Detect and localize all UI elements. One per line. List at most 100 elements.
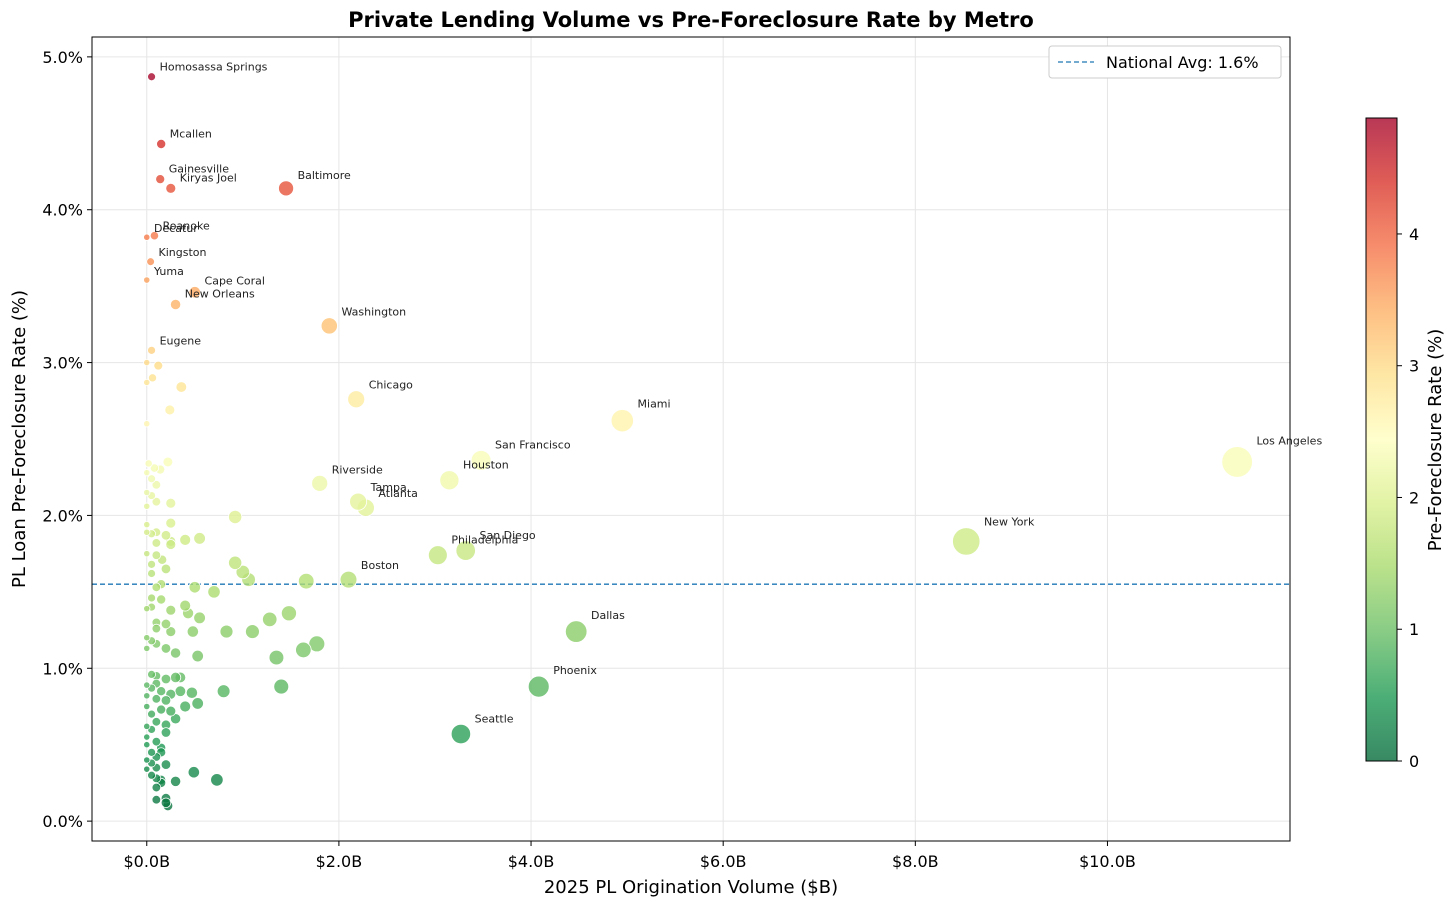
metro-point	[147, 569, 156, 578]
metro-point	[151, 480, 162, 490]
metro-point	[179, 534, 192, 546]
metro-point	[160, 797, 172, 808]
metro-label: Riverside	[332, 463, 383, 476]
metro-point	[151, 736, 162, 747]
metro-point-san-francisco	[470, 450, 492, 471]
metro-point	[143, 741, 151, 749]
metro-point	[143, 634, 151, 642]
colorbar-tick-label: 3	[1409, 357, 1419, 376]
x-axis-label: 2025 PL Origination Volume ($B)	[544, 877, 838, 898]
metro-label: Decatur	[154, 222, 198, 235]
metro-point	[295, 641, 312, 659]
metro-point-chicago	[347, 390, 366, 409]
metro-point-kingston	[146, 257, 155, 267]
metro-label: Seattle	[475, 712, 514, 725]
metro-label: Baltimore	[298, 169, 351, 182]
colorbar-tick-label: 2	[1409, 488, 1419, 507]
metro-label: Miami	[638, 397, 671, 410]
metro-point	[147, 709, 156, 719]
metro-point	[151, 694, 162, 704]
metro-point	[179, 599, 192, 612]
metro-point	[179, 700, 192, 713]
legend-box	[1048, 45, 1282, 79]
metro-label: Phoenix	[553, 664, 597, 677]
metro-point-cape-coral	[188, 286, 201, 299]
metro-label: Homosassa Springs	[160, 61, 268, 74]
x-tick-label: $0.0B	[123, 852, 170, 871]
metro-label: Tampa	[370, 481, 407, 494]
x-tick-label: $8.0B	[892, 852, 939, 871]
metro-point	[143, 502, 151, 510]
metro-label: Atlanta	[378, 487, 417, 500]
metro-label: San Diego	[479, 529, 535, 542]
metro-point	[160, 727, 172, 738]
metro-point	[160, 563, 172, 575]
metro-point	[262, 611, 278, 628]
metro-point	[143, 469, 151, 477]
metro-point-roanoke	[149, 231, 160, 241]
legend-label: National Avg: 1.6%	[1106, 53, 1259, 72]
metro-label: Boston	[361, 559, 399, 572]
metro-point	[151, 550, 162, 560]
colorbar-tick-label: 0	[1409, 752, 1419, 771]
metro-point	[165, 497, 177, 509]
metro-point-eugene	[147, 345, 156, 355]
metro-label: New Orleans	[185, 287, 255, 300]
metro-point	[143, 528, 151, 536]
plot-frame	[91, 36, 1291, 842]
x-axis-ticks: $0.0B $2.0B $4.0B $6.0B $8.0B $10.0B	[123, 841, 1136, 871]
metro-point	[151, 782, 162, 793]
metro-point	[151, 794, 162, 805]
metro-point	[151, 717, 162, 727]
metro-point	[228, 555, 243, 570]
metro-point	[160, 695, 172, 706]
metro-point-phoenix	[527, 675, 550, 698]
metro-point	[165, 705, 177, 717]
metro-point	[156, 704, 167, 715]
metro-point	[143, 378, 151, 387]
y-tick-label: 5.0%	[42, 48, 83, 67]
metro-point	[160, 673, 172, 685]
metro-point	[228, 509, 243, 525]
metro-point	[143, 520, 151, 529]
metro-point	[143, 733, 151, 741]
y-tick-label: 0.0%	[42, 812, 83, 831]
metro-point	[187, 766, 200, 779]
metro-label: Los Angeles	[1256, 435, 1322, 448]
metro-point	[151, 496, 162, 507]
metro-point	[219, 624, 234, 639]
metro-point	[147, 770, 156, 780]
metro-label: Gainesville	[169, 163, 229, 176]
metro-point	[160, 618, 172, 630]
metro-point	[165, 604, 177, 616]
colorbar-label: Pre-Foreclosure Rate (%)	[1425, 329, 1446, 552]
metro-point-gainesville	[155, 174, 166, 185]
metro-point	[143, 692, 151, 700]
metro-point-seattle	[450, 723, 472, 745]
metro-point	[143, 765, 151, 773]
metro-point	[156, 594, 167, 605]
metro-label: Mcallen	[170, 127, 212, 140]
colorbar-tick-label: 4	[1409, 225, 1419, 244]
metro-point	[147, 747, 156, 757]
metro-point-decatur	[143, 233, 151, 241]
metro-point	[160, 759, 172, 770]
metro-label: Cape Coral	[205, 275, 265, 288]
chart-title: Private Lending Volume vs Pre-Foreclosur…	[348, 8, 1034, 32]
metro-point	[147, 669, 156, 679]
metro-point	[147, 474, 156, 484]
metro-point	[143, 681, 151, 689]
metro-point	[175, 381, 188, 393]
metro-point	[162, 456, 174, 468]
metro-label: Kiryas Joel	[180, 171, 237, 184]
metro-point-yuma	[143, 276, 151, 284]
y-axis-ticks: 0.0% 1.0% 2.0% 3.0% 4.0% 5.0%	[42, 48, 92, 831]
metro-point-riverside	[311, 474, 329, 492]
metro-point	[143, 420, 151, 428]
metro-point	[170, 775, 182, 787]
metro-point	[151, 582, 162, 593]
metro-point-baltimore	[278, 180, 294, 197]
x-tick-label: $4.0B	[508, 852, 555, 871]
metro-point	[245, 624, 260, 639]
metro-point	[143, 605, 151, 613]
